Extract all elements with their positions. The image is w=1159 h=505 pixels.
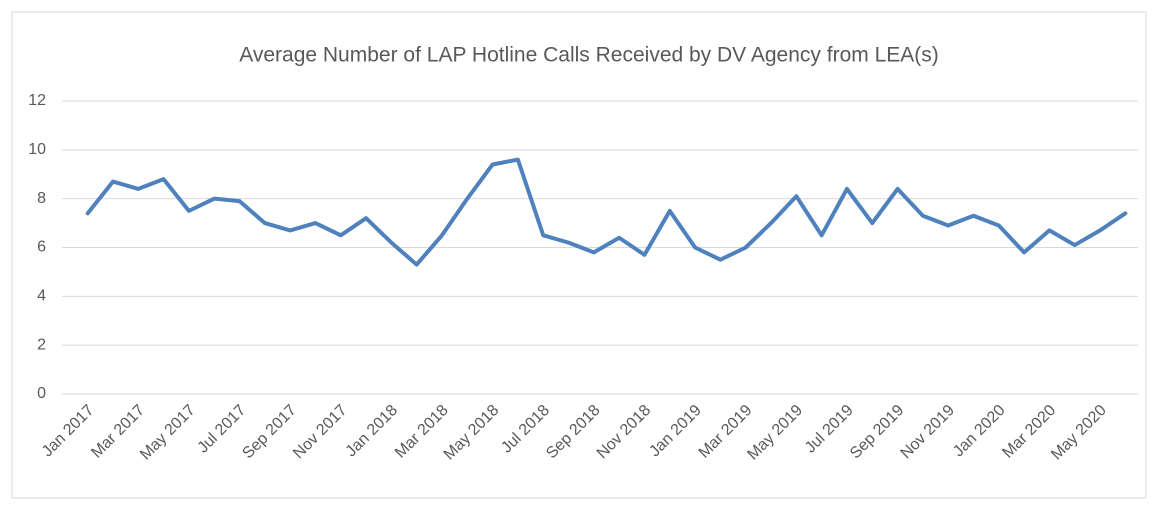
y-tick-label: 6 (37, 239, 46, 256)
y-tick-label: 12 (28, 92, 46, 109)
line (85, 157, 1128, 267)
y-tick-label: 2 (37, 336, 46, 353)
y-tick-label: 4 (37, 288, 46, 305)
chart-title: Average Number of LAP Hotline Calls Rece… (239, 44, 939, 67)
y-tick-label: 8 (37, 190, 46, 207)
chart-frame (11, 11, 1147, 499)
y-tick-label: 10 (28, 141, 46, 158)
y-tick-label: 0 (37, 385, 46, 402)
